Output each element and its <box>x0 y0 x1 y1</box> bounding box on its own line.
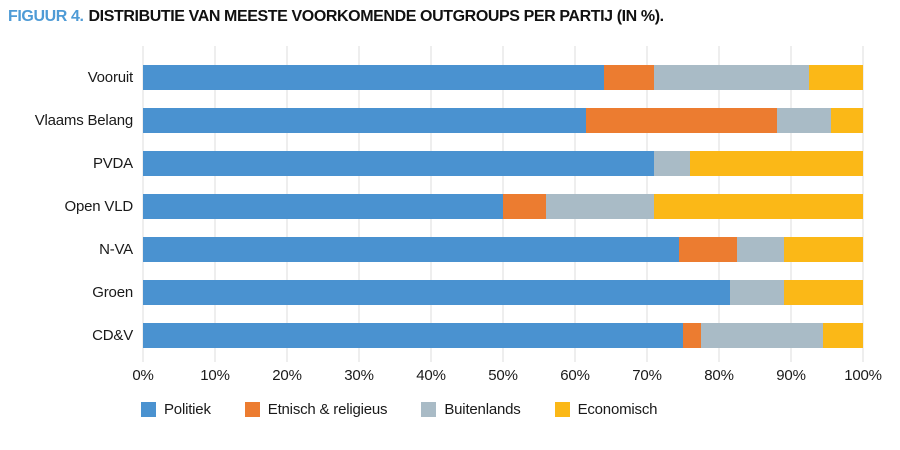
stacked-bar <box>143 108 863 133</box>
party-label: N-VA <box>99 241 133 258</box>
legend-swatch <box>421 402 437 417</box>
bar-segment <box>654 65 809 90</box>
x-axis-tick-label: 10% <box>200 367 230 384</box>
bar-segment <box>546 194 655 219</box>
x-axis-tick-label: 100% <box>844 367 882 384</box>
bar-segment <box>808 65 863 90</box>
legend-swatch <box>141 402 156 417</box>
bar-segment <box>679 237 737 262</box>
legend-item: Etnisch & religieus <box>244 401 388 418</box>
bar-segment <box>603 65 655 90</box>
bar-row: CD&V <box>92 314 863 357</box>
bar-segment <box>729 280 784 305</box>
stacked-bar <box>143 65 863 90</box>
bar-row: Vooruit <box>88 56 863 99</box>
legend-item: Economisch <box>554 401 658 418</box>
bar-row: Vlaams Belang <box>35 99 863 142</box>
party-label: PVDA <box>92 155 133 172</box>
legend-label: Economisch <box>577 401 658 418</box>
grid-line <box>862 46 864 362</box>
bar-segment <box>783 280 863 305</box>
legend-item: Buitenlands <box>421 401 521 418</box>
chart-plot: Vooruit Vlaams Belang PVDA Open VLD N-VA Groe… <box>35 46 882 384</box>
party-label: CD&V <box>92 327 133 344</box>
legend: Politiek Etnisch & religieus Buitenlands Ec… <box>141 401 657 418</box>
bar-row: Groen <box>92 271 863 314</box>
x-axis-tick-label: 60% <box>560 367 590 384</box>
bar-segment <box>701 323 824 348</box>
bar-segment <box>143 280 730 305</box>
x-axis-tick-label: 0% <box>132 367 154 384</box>
bar-segment <box>585 108 777 133</box>
x-axis-tick-label: 90% <box>776 367 806 384</box>
legend-label: Buitenlands <box>444 401 521 418</box>
bar-segment <box>143 151 655 176</box>
bar-segment <box>783 237 863 262</box>
stacked-bar <box>143 237 863 262</box>
x-axis-tick-label: 50% <box>488 367 518 384</box>
bar-segment <box>143 194 503 219</box>
bar-row: PVDA <box>93 142 863 185</box>
figure-title: FIGUUR 4. DISTRIBUTIE VAN MEESTE VOORKOME… <box>8 8 664 26</box>
party-label: Vlaams Belang <box>34 112 133 129</box>
legend-item: Politiek <box>141 401 211 418</box>
bar-segment <box>683 323 701 348</box>
bar-segment <box>654 194 863 219</box>
bar-rows: Vooruit Vlaams Belang PVDA Open VLD N-VA Groe… <box>35 56 863 357</box>
bar-segment <box>654 151 691 176</box>
legend-swatch <box>554 402 570 417</box>
stacked-bar <box>143 323 863 348</box>
bar-segment <box>143 237 680 262</box>
x-axis-tick-label: 30% <box>344 367 374 384</box>
x-axis-tick-label: 70% <box>632 367 662 384</box>
x-axis-tick-label: 80% <box>704 367 734 384</box>
bar-segment <box>776 108 831 133</box>
bar-segment <box>143 108 586 133</box>
bar-segment <box>143 323 683 348</box>
bar-segment <box>690 151 863 176</box>
stacked-bar <box>143 194 863 219</box>
bar-row: Open VLD <box>65 185 863 228</box>
party-label: Open VLD <box>64 198 134 215</box>
bar-row: N-VA <box>99 228 863 271</box>
stacked-bar <box>143 151 863 176</box>
stacked-bar <box>143 280 863 305</box>
bar-segment <box>823 323 863 348</box>
party-label: Groen <box>92 284 133 301</box>
party-label: Vooruit <box>87 69 134 86</box>
legend-swatch <box>244 402 260 417</box>
bar-segment <box>143 65 604 90</box>
legend-label: Etnisch & religieus <box>267 401 388 418</box>
figure-number: FIGUUR 4. <box>8 8 84 25</box>
legend-label: Politiek <box>164 401 211 418</box>
x-axis-tick-label: 20% <box>272 367 302 384</box>
bar-segment <box>736 237 784 262</box>
figure-caption: DISTRIBUTIE VAN MEESTE VOORKOMENDE OUTGR… <box>88 8 665 25</box>
x-axis-tick-label: 40% <box>416 367 446 384</box>
x-axis: 0% 10% 20% 30% 40% 50% 60% 70% 80% 90% 100% <box>132 362 882 388</box>
bar-segment <box>503 194 547 219</box>
bar-segment <box>830 108 863 133</box>
